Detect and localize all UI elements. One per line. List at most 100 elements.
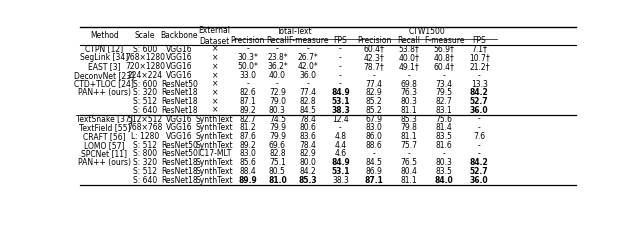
Text: ResNet50: ResNet50 [161, 141, 198, 150]
Text: TextField [55]: TextField [55] [79, 123, 130, 132]
Text: Precision: Precision [230, 36, 265, 45]
Text: -: - [307, 79, 310, 89]
Text: -: - [246, 79, 249, 89]
Text: -: - [443, 149, 445, 158]
Text: 78.7†: 78.7† [364, 62, 385, 71]
Text: S: 512: S: 512 [133, 167, 157, 176]
Text: 85.6: 85.6 [239, 158, 256, 167]
Text: -: - [478, 141, 481, 150]
Text: PAN++ (ours): PAN++ (ours) [78, 88, 131, 97]
Text: 82.8: 82.8 [300, 97, 316, 106]
Text: -: - [372, 149, 376, 158]
Text: 768×1280: 768×1280 [125, 53, 165, 62]
Text: SynthText: SynthText [196, 176, 234, 185]
Text: 53.1: 53.1 [331, 167, 349, 176]
Text: 83.1: 83.1 [436, 106, 452, 115]
Text: 79.9: 79.9 [269, 132, 286, 141]
Text: S: 800: S: 800 [133, 149, 157, 158]
Text: S: 512: S: 512 [133, 97, 157, 106]
Text: 7.6: 7.6 [473, 132, 485, 141]
Text: CTW1500: CTW1500 [408, 27, 445, 36]
Text: 89.2: 89.2 [239, 106, 256, 115]
Text: 87.1: 87.1 [239, 97, 256, 106]
Text: 84.5: 84.5 [300, 106, 317, 115]
Text: Recall: Recall [266, 36, 289, 45]
Text: 4.6: 4.6 [334, 149, 346, 158]
Text: 83.5: 83.5 [436, 167, 452, 176]
Text: 84.2: 84.2 [470, 158, 489, 167]
Text: L: 1280: L: 1280 [131, 132, 159, 141]
Text: 89.9: 89.9 [238, 176, 257, 185]
Text: -: - [372, 71, 376, 80]
Text: 87.1: 87.1 [365, 176, 383, 185]
Text: S: 320: S: 320 [133, 158, 157, 167]
Text: 81.1: 81.1 [401, 132, 417, 141]
Text: 36.2*: 36.2* [267, 62, 288, 71]
Text: -: - [276, 79, 279, 89]
Text: CTPN [12]: CTPN [12] [85, 44, 124, 54]
Text: External
Dataset: External Dataset [198, 26, 230, 46]
Text: 56.9†: 56.9† [434, 44, 454, 54]
Text: 80.3: 80.3 [436, 158, 452, 167]
Text: 36.0: 36.0 [470, 176, 488, 185]
Text: 74.5: 74.5 [269, 114, 286, 123]
Text: 80.3: 80.3 [269, 106, 286, 115]
Text: 84.2: 84.2 [300, 167, 317, 176]
Text: 81.2: 81.2 [239, 123, 256, 132]
Text: 81.4: 81.4 [436, 123, 452, 132]
Text: 84.9: 84.9 [331, 88, 350, 97]
Text: 75.7: 75.7 [401, 141, 417, 150]
Text: ResNet50: ResNet50 [161, 79, 198, 89]
Text: S: 320: S: 320 [133, 88, 157, 97]
Text: Backbone: Backbone [161, 32, 198, 40]
Text: VGG16: VGG16 [166, 132, 193, 141]
Text: ResNet18: ResNet18 [161, 167, 198, 176]
Text: 79.8: 79.8 [401, 123, 417, 132]
Text: 69.6: 69.6 [269, 141, 286, 150]
Text: SPCNet [11]: SPCNet [11] [81, 149, 127, 158]
Text: 85.2: 85.2 [365, 106, 383, 115]
Text: 87.6: 87.6 [239, 132, 256, 141]
Text: -: - [478, 71, 481, 80]
Text: 512×512: 512×512 [127, 114, 163, 123]
Text: LOMO [57]: LOMO [57] [84, 141, 125, 150]
Text: 83.6: 83.6 [300, 132, 317, 141]
Text: SynthText: SynthText [196, 114, 234, 123]
Text: 72.9: 72.9 [269, 88, 286, 97]
Text: 33.0: 33.0 [239, 71, 256, 80]
Text: 52.7: 52.7 [470, 167, 488, 176]
Text: 4.4: 4.4 [334, 141, 346, 150]
Text: 75.6: 75.6 [436, 114, 452, 123]
Text: 82.8: 82.8 [269, 149, 285, 158]
Text: -: - [246, 44, 249, 54]
Text: 82.7: 82.7 [436, 97, 452, 106]
Text: 85.2: 85.2 [365, 97, 383, 106]
Text: SynthText: SynthText [196, 123, 234, 132]
Text: VGG16: VGG16 [166, 62, 193, 71]
Text: 80.5: 80.5 [269, 167, 286, 176]
Text: 79.9: 79.9 [269, 123, 286, 132]
Text: -: - [408, 71, 410, 80]
Text: SynthText: SynthText [196, 167, 234, 176]
Text: 84.5: 84.5 [365, 158, 383, 167]
Text: ×: × [211, 53, 218, 62]
Text: 720×1280: 720×1280 [125, 62, 165, 71]
Text: CTD+TLOC [24]: CTD+TLOC [24] [74, 79, 134, 89]
Text: 21.2†: 21.2† [469, 62, 490, 71]
Text: -: - [478, 123, 481, 132]
Text: 38.3: 38.3 [331, 106, 350, 115]
Text: -: - [478, 114, 481, 123]
Text: -: - [276, 44, 279, 54]
Text: -: - [408, 149, 410, 158]
Text: SynthText: SynthText [196, 141, 234, 150]
Text: 67.9: 67.9 [365, 114, 383, 123]
Text: S: 600: S: 600 [133, 79, 157, 89]
Text: 80.0: 80.0 [300, 158, 317, 167]
Text: 7.1†: 7.1† [471, 44, 487, 54]
Text: 60.4†: 60.4† [434, 62, 454, 71]
Text: ResNet18: ResNet18 [161, 88, 198, 97]
Text: CRAFT [56]: CRAFT [56] [83, 132, 125, 141]
Text: 82.9: 82.9 [365, 88, 383, 97]
Text: 85.3: 85.3 [401, 114, 417, 123]
Text: SegLink [34]: SegLink [34] [80, 53, 129, 62]
